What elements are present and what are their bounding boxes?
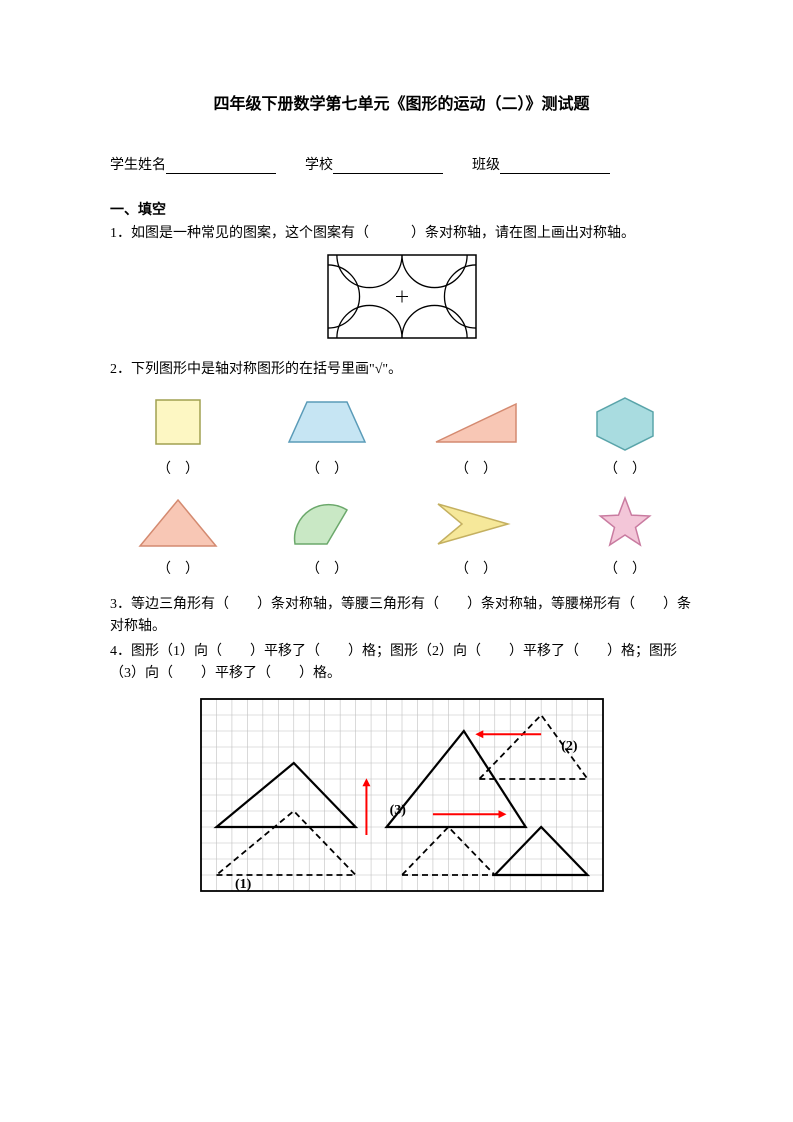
svg-text:(1): (1)	[235, 877, 252, 892]
figure-1	[110, 249, 693, 349]
class-blank[interactable]	[500, 159, 610, 174]
school-label: 学校	[305, 158, 333, 173]
shapes-row-2: （ ） （ ） （ ） （ ）	[118, 492, 685, 578]
figure-4-grid: (1) (2) (3)	[110, 695, 693, 900]
shape-cell: （ ）	[118, 392, 238, 478]
question-4: 4．图形（1）向（ ）平移了（ ）格；图形（2）向（ ）平移了（ ）格；图形（3…	[110, 641, 693, 686]
answer-paren[interactable]: （ ）	[118, 458, 238, 478]
answer-paren[interactable]: （ ）	[267, 458, 387, 478]
svg-text:(3): (3)	[389, 804, 406, 819]
shape-cell: （ ）	[565, 492, 685, 578]
class-label: 班级	[472, 158, 500, 173]
section-1-head: 一、填空	[110, 199, 693, 219]
trapezoid-icon	[277, 392, 377, 456]
answer-paren[interactable]: （ ）	[565, 558, 685, 578]
answer-paren[interactable]: （ ）	[565, 458, 685, 478]
square-icon	[128, 392, 228, 456]
leaf-icon	[277, 492, 377, 556]
shape-cell: （ ）	[416, 392, 536, 478]
triangle-icon	[128, 492, 228, 556]
student-info-row: 学生姓名 学校 班级	[110, 154, 693, 174]
arrow-icon	[426, 492, 526, 556]
answer-paren[interactable]: （ ）	[416, 558, 536, 578]
shape-cell: （ ）	[118, 492, 238, 578]
svg-text:(2): (2)	[561, 740, 578, 755]
name-label: 学生姓名	[110, 158, 166, 173]
name-blank[interactable]	[166, 159, 276, 174]
hexagon-icon	[575, 392, 675, 456]
answer-paren[interactable]: （ ）	[416, 458, 536, 478]
answer-paren[interactable]: （ ）	[118, 558, 238, 578]
school-blank[interactable]	[333, 159, 443, 174]
answer-paren[interactable]: （ ）	[267, 558, 387, 578]
star-icon	[575, 492, 675, 556]
question-1: 1．如图是一种常见的图案，这个图案有（ ）条对称轴，请在图上画出对称轴。	[110, 223, 693, 245]
question-3: 3．等边三角形有（ ）条对称轴，等腰三角形有（ ）条对称轴，等腰梯形有（ ）条对…	[110, 594, 693, 639]
shapes-row-1: （ ） （ ） （ ） （ ）	[118, 392, 685, 478]
shape-cell: （ ）	[565, 392, 685, 478]
page-title: 四年级下册数学第七单元《图形的运动（二）》测试题	[110, 90, 693, 114]
shape-cell: （ ）	[267, 392, 387, 478]
right_triangle-icon	[426, 392, 526, 456]
question-2: 2．下列图形中是轴对称图形的在括号里画"√"。	[110, 359, 693, 381]
shape-cell: （ ）	[416, 492, 536, 578]
shape-cell: （ ）	[267, 492, 387, 578]
